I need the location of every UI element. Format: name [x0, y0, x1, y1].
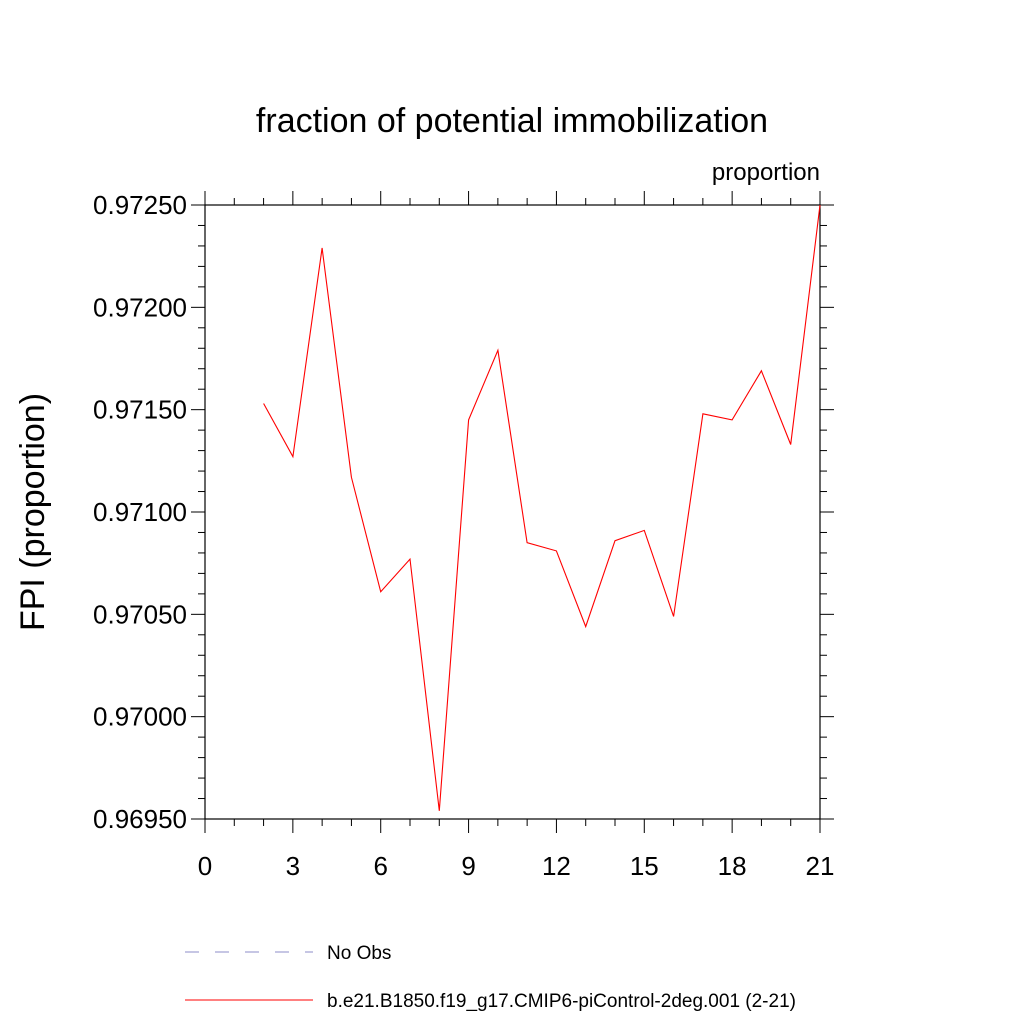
- y-tick-label: 0.97050: [93, 599, 187, 629]
- x-tick-label: 18: [718, 851, 747, 881]
- legend: No Obs b.e21.B1850.f19_g17.CMIP6-piContro…: [185, 943, 796, 1012]
- plot-frame: [204, 204, 821, 820]
- y-tick-label: 0.97100: [93, 497, 187, 527]
- y-tick-label: 0.97200: [93, 292, 187, 322]
- series-line: [263, 204, 821, 811]
- x-tick-label: 15: [630, 851, 659, 881]
- x-tick-label: 3: [286, 851, 300, 881]
- x-tick-label: 6: [373, 851, 387, 881]
- y-axis-label: FPI (proportion): [14, 393, 52, 631]
- legend-label-2: b.e21.B1850.f19_g17.CMIP6-piControl-2deg…: [327, 991, 796, 1012]
- x-tick-label: 12: [542, 851, 571, 881]
- y-tick-label: 0.97250: [93, 190, 187, 220]
- y-tick-label: 0.97000: [93, 702, 187, 732]
- series-layer: [263, 204, 821, 811]
- y-tick-label: 0.97150: [93, 395, 187, 425]
- axis-ticks: 0.96950 0.97000 0.97050 0.97100 0.97150 0.972…: [93, 190, 834, 881]
- y-tick-label: 0.96950: [93, 804, 187, 834]
- x-tick-label: 21: [806, 851, 835, 881]
- x-tick-label: 9: [461, 851, 475, 881]
- chart-title: fraction of potential immobilization: [256, 102, 768, 140]
- chart-subtitle: proportion: [712, 159, 820, 186]
- x-tick-label: 0: [198, 851, 212, 881]
- legend-label-1: No Obs: [327, 943, 391, 964]
